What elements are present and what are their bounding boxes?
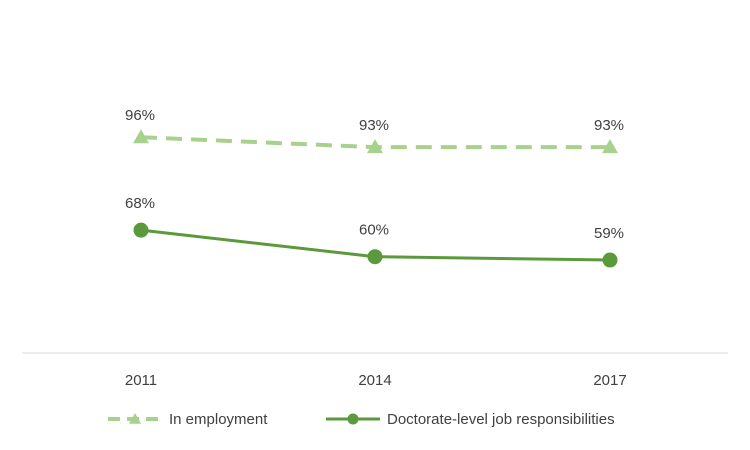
series-doctorate-level-job-responsibilities	[133, 222, 618, 268]
data-labels: 96% 93% 93% 68% 60% 59%	[125, 107, 624, 242]
data-point-in-employment-2011	[133, 129, 149, 144]
x-tick-label-2017: 2017	[593, 372, 626, 389]
legend-marker-in-employment	[129, 413, 141, 424]
x-tick-label-2014: 2014	[358, 372, 391, 389]
data-label-in-employment-2014: 93%	[359, 117, 389, 134]
data-label-doctorate-level-job-responsibilities-2014: 60%	[359, 222, 389, 239]
data-point-in-employment-2014	[367, 139, 383, 154]
series-layer	[133, 129, 618, 268]
data-label-in-employment-2011: 96%	[125, 107, 155, 124]
legend-label-doctorate-level-job-responsibilities: Doctorate-level job responsibilities	[387, 411, 615, 428]
data-label-doctorate-level-job-responsibilities-2017: 59%	[594, 225, 624, 242]
data-point-doctorate-level-job-responsibilities-2011	[133, 222, 149, 238]
x-tick-label-2011: 2011	[125, 372, 157, 389]
data-point-doctorate-level-job-responsibilities-2017	[602, 252, 618, 268]
legend-item-in-employment: In employment	[108, 411, 268, 428]
data-point-doctorate-level-job-responsibilities-2014	[367, 249, 383, 265]
legend: In employment Doctorate-level job respons…	[108, 411, 615, 428]
data-label-in-employment-2017: 93%	[594, 117, 624, 134]
legend-item-doctorate-level-job-responsibilities: Doctorate-level job responsibilities	[326, 411, 615, 428]
x-axis-tick-labels: 2011 2014 2017	[125, 372, 627, 389]
series-in-employment	[133, 129, 618, 154]
data-label-doctorate-level-job-responsibilities-2011: 68%	[125, 195, 155, 212]
data-point-in-employment-2017	[602, 139, 618, 154]
legend-label-in-employment: In employment	[169, 411, 268, 428]
legend-marker-doctorate-level-job-responsibilities	[347, 413, 359, 425]
